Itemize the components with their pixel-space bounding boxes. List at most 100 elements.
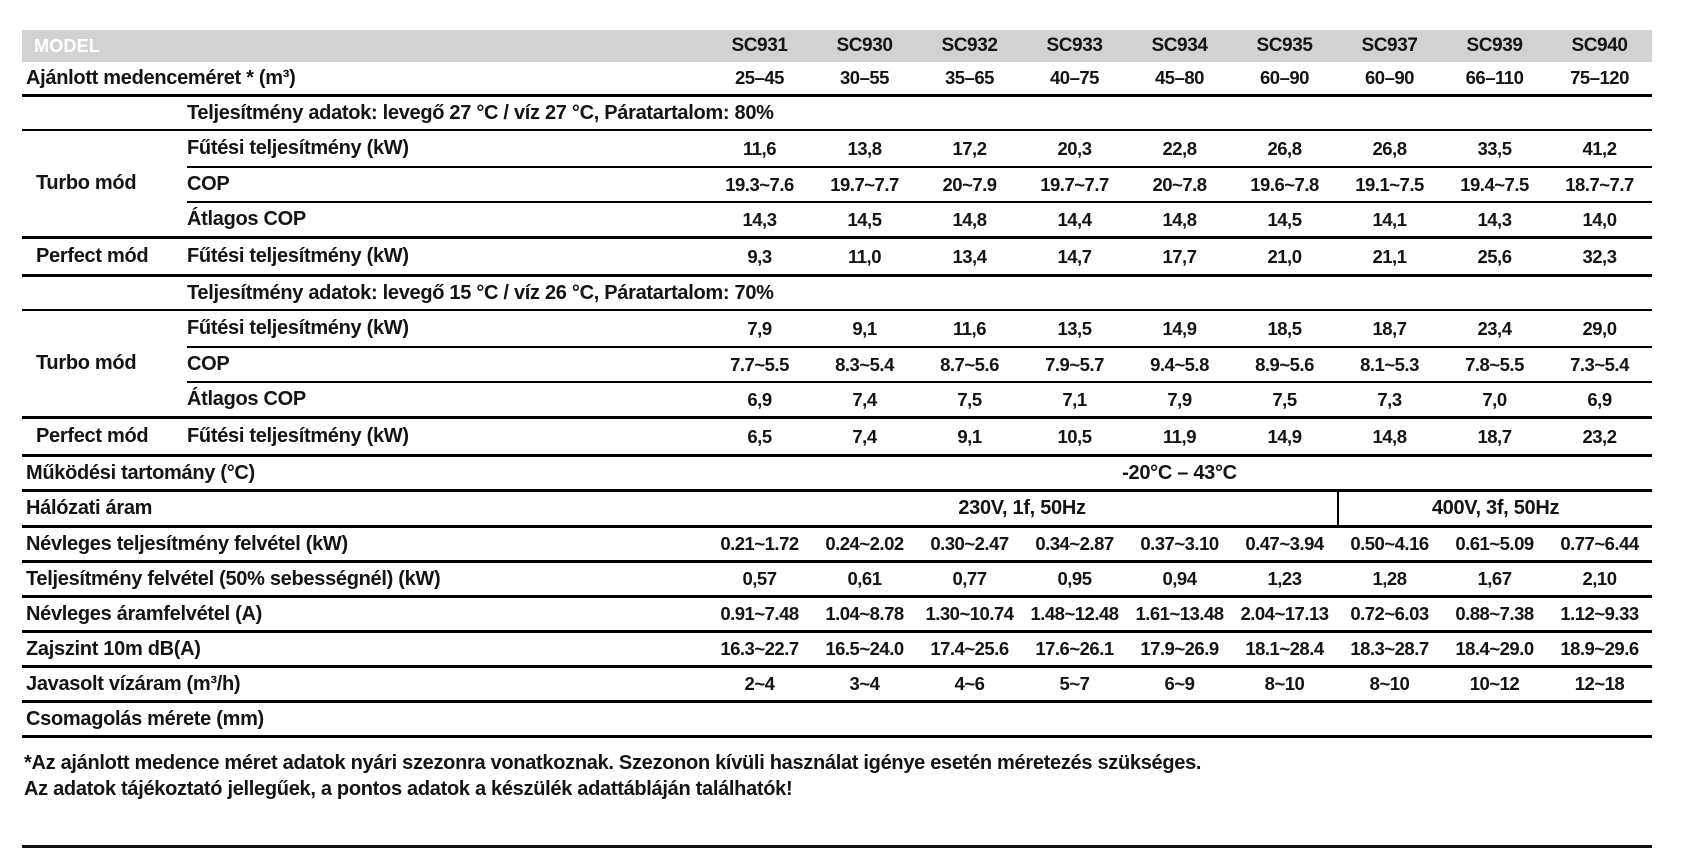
group-subrow: Perfect mód Fűtési teljesítmény (kW) 6,5 7,…: [22, 419, 1652, 454]
data-cell: 1.48~12.48: [1030, 603, 1119, 624]
data-cell: 8.1~5.3: [1360, 353, 1419, 375]
power-right-cell: 400V, 3f, 50Hz: [1337, 492, 1652, 525]
data-cell: 16.5~24.0: [825, 638, 904, 659]
group-subrow: Fűtési teljesítmény (kW) 11,6 13,8 17,2 20,3…: [22, 131, 1652, 166]
data-cell: 18,5: [1267, 317, 1302, 339]
param-cell: Fűtési teljesítmény (kW): [187, 137, 409, 159]
category-cell: Turbo mód: [36, 172, 137, 194]
model-header-cell: MODEL: [34, 35, 100, 56]
data-cell: 1.30~10.74: [925, 603, 1014, 624]
table-header-row: MODEL SC931 SC930 SC932 SC933 SC934 SC935 SC937…: [22, 30, 1652, 62]
data-cell: 7,4: [852, 388, 877, 410]
row-label: Teljesítmény felvétel (50% sebességnél) …: [26, 567, 441, 590]
param-cell: Átlagos COP: [187, 208, 306, 230]
data-cell: 22,8: [1162, 137, 1197, 159]
group-subrow: Turbo mód COP 19.3~7.6 19.7~7.7 20~7.9 19.7~7…: [22, 166, 1652, 201]
group-subrow: Fűtési teljesítmény (kW) 7,9 9,1 11,6 13,5 14…: [22, 311, 1652, 346]
param-cell: Fűtési teljesítmény (kW): [187, 317, 409, 339]
data-cell: 14,9: [1267, 425, 1302, 447]
data-cell: 7.9~5.7: [1045, 353, 1104, 375]
category-cell: Perfect mód: [36, 245, 149, 267]
data-cell: 7,4: [852, 425, 877, 447]
data-cell: 20~7.9: [942, 173, 997, 195]
row-label: Zajszint 10m dB(A): [26, 637, 201, 660]
footnote-line-2: Az adatok tájékoztató jellegűek, a ponto…: [24, 778, 793, 800]
param-cell: Fűtési teljesítmény (kW): [187, 425, 409, 447]
data-cell: 9.4~5.8: [1150, 353, 1209, 375]
data-cell: 17,7: [1162, 245, 1197, 267]
table-row: Zajszint 10m dB(A) 16.3~22.7 16.5~24.0 17.4…: [22, 633, 1652, 668]
table-row: Névleges áramfelvétel (A) 0.91~7.48 1.04~8…: [22, 598, 1652, 633]
data-cell: 41,2: [1582, 137, 1617, 159]
data-cell: 0.50~4.16: [1350, 533, 1429, 554]
section-row: Teljesítmény adatok: levegő 27 °C / víz …: [22, 97, 1652, 131]
data-cell: 6,9: [747, 388, 772, 410]
param-cell: Átlagos COP: [187, 388, 306, 410]
data-cell: 7,3: [1377, 388, 1402, 410]
data-cell: 19.4~7.5: [1460, 173, 1529, 195]
mode-group: Perfect mód Fűtési teljesítmény (kW) 6,5 7,…: [22, 419, 1652, 457]
data-cell: 9,1: [852, 317, 877, 339]
data-cell: 60–90: [1260, 67, 1309, 88]
data-cell: 0.72~6.03: [1350, 603, 1429, 624]
data-cell: 5~7: [1059, 673, 1090, 694]
data-cell: 14,4: [1057, 208, 1092, 230]
data-cell: 23,2: [1582, 425, 1617, 447]
data-cell: 25,6: [1477, 245, 1512, 267]
data-cell: 1.04~8.78: [825, 603, 904, 624]
data-cell: 0.77~6.44: [1560, 533, 1639, 554]
data-cell: 0,95: [1057, 568, 1092, 589]
data-cell: 9,1: [957, 425, 982, 447]
model-cell: SC932: [941, 35, 998, 56]
section-row: Teljesítmény adatok: levegő 15 °C / víz …: [22, 277, 1652, 311]
data-cell: 14,8: [1162, 208, 1197, 230]
data-cell: 1.12~9.33: [1560, 603, 1639, 624]
data-cell: 18.3~28.7: [1350, 638, 1429, 659]
data-cell: 7.8~5.5: [1465, 353, 1524, 375]
data-cell: 8~10: [1264, 673, 1305, 694]
subrow-body: Átlagos COP 6,9 7,4 7,5 7,1 7,9 7,5 7,3 7,0 6,9: [187, 381, 1652, 416]
data-cell: 25–45: [735, 67, 784, 88]
data-cell: 14,8: [1372, 425, 1407, 447]
data-cell: 7,1: [1062, 388, 1087, 410]
group-subrow: Turbo mód COP 7.7~5.5 8.3~5.4 8.7~5.6 7.9~5.7…: [22, 346, 1652, 381]
data-cell: 11,0: [848, 245, 882, 267]
data-cell: 21,1: [1372, 245, 1407, 267]
table-row: Javasolt vízáram (m³/h) 2~4 3~4 4~6 5~7 6~9 8~…: [22, 668, 1652, 703]
footnote-line-1: *Az ajánlott medence méret adatok nyári …: [24, 752, 1202, 774]
data-cell: 7,0: [1482, 388, 1507, 410]
category-cell: [22, 201, 187, 236]
data-cell: 0.47~3.94: [1245, 533, 1324, 554]
model-cell: SC937: [1361, 35, 1418, 56]
data-cell: 11,6: [743, 137, 777, 159]
data-cell: 14,5: [1267, 208, 1302, 230]
data-cell: 75–120: [1570, 67, 1629, 88]
data-cell: 23,4: [1477, 317, 1512, 339]
data-cell: 0.34~2.87: [1035, 533, 1114, 554]
subrow-body: Átlagos COP 14,3 14,5 14,8 14,4 14,8 14,5 14,1 1…: [187, 201, 1652, 236]
model-cell: SC933: [1046, 35, 1103, 56]
mode-group: Fűtési teljesítmény (kW) 11,6 13,8 17,2 20,3…: [22, 131, 1652, 239]
data-cell: 18.1~28.4: [1245, 638, 1324, 659]
datasheet-page: MODEL SC931 SC930 SC932 SC933 SC934 SC935 SC937…: [0, 30, 1690, 848]
data-cell: 40–75: [1050, 67, 1099, 88]
model-cell: SC930: [836, 35, 893, 56]
data-cell: 14,1: [1372, 208, 1407, 230]
table-row: Teljesítmény felvétel (50% sebességnél) …: [22, 563, 1652, 598]
data-cell: 0.21~1.72: [720, 533, 799, 554]
data-cell: 0.91~7.48: [720, 603, 799, 624]
data-cell: 13,5: [1057, 317, 1092, 339]
table-row: Névleges teljesítmény felvétel (kW) 0.21~…: [22, 528, 1652, 563]
param-cell: COP: [187, 173, 230, 195]
data-cell: 0.24~2.02: [825, 533, 904, 554]
param-cell: COP: [187, 353, 230, 375]
data-cell: 7,9: [747, 317, 772, 339]
data-cell: 33,5: [1477, 137, 1512, 159]
data-cell: 1.61~13.48: [1135, 603, 1224, 624]
data-cell: 2,10: [1582, 568, 1617, 589]
table-row: Csomagolás mérete (mm): [22, 703, 1652, 738]
mode-group: Fűtési teljesítmény (kW) 7,9 9,1 11,6 13,5 14…: [22, 311, 1652, 419]
data-cell: 29,0: [1582, 317, 1617, 339]
data-cell: 17.4~25.6: [930, 638, 1009, 659]
section-header: Teljesítmény adatok: levegő 27 °C / víz …: [187, 101, 774, 124]
